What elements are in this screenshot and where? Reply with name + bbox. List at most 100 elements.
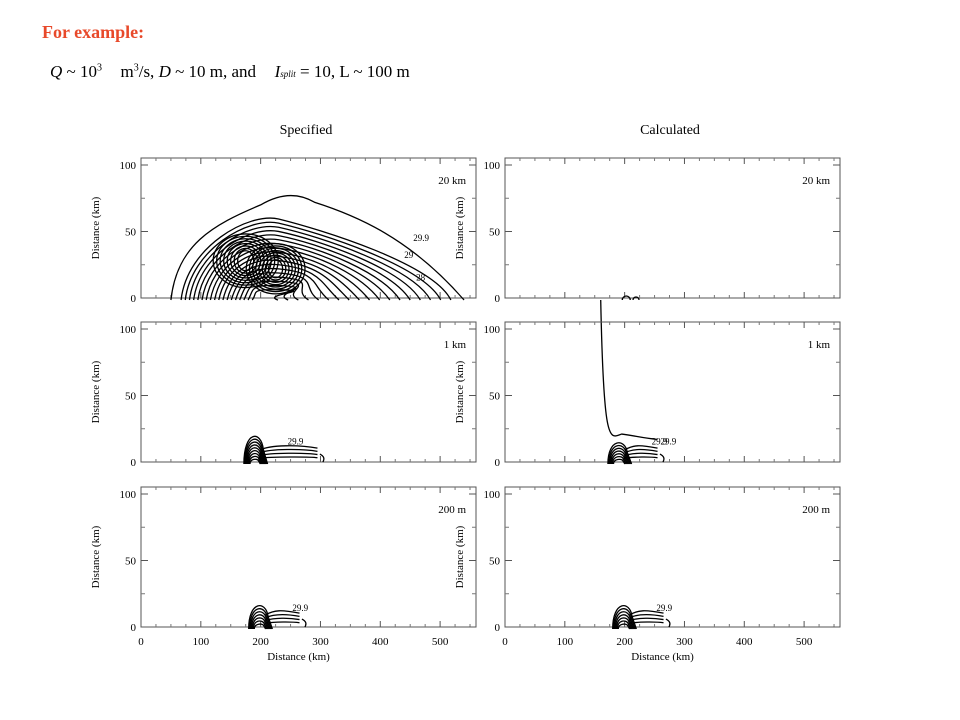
y-tick-label: 100 xyxy=(484,160,501,172)
contour-line xyxy=(248,245,303,293)
contour-line xyxy=(621,295,631,301)
contour-line xyxy=(192,230,421,301)
contour-line xyxy=(617,623,631,630)
contour-line xyxy=(611,455,627,465)
x-tick-label: 500 xyxy=(432,636,449,648)
panel-frame xyxy=(504,157,841,299)
length-scale: , L ~ 100 m xyxy=(330,62,410,81)
column-title-calculated: Calculated xyxy=(640,123,700,138)
contour-line xyxy=(610,450,629,465)
contour-line xyxy=(267,259,284,279)
contour-line xyxy=(659,453,665,463)
contour-line xyxy=(624,448,658,454)
contour-line xyxy=(260,456,318,459)
x-tick-label: 200 xyxy=(252,636,269,648)
x-tick-label: 300 xyxy=(312,636,329,648)
panel-1-0: 0 50 100 Distance (km) 1 km 29.9 xyxy=(90,321,477,469)
contour-line xyxy=(212,233,279,289)
x-axis-label: Distance (km) xyxy=(631,651,694,663)
contour-line xyxy=(301,618,307,628)
contour-line xyxy=(260,448,318,454)
contour-line xyxy=(249,611,271,630)
column-title-specified: Specified xyxy=(280,123,333,138)
contour-line xyxy=(249,458,261,465)
y-tick-label: 0 xyxy=(131,457,137,469)
contour-line xyxy=(612,608,636,630)
panel-frame xyxy=(140,321,477,463)
panel-1-1: 0 50 100 Distance (km) 1 km 29.9 xyxy=(454,321,841,469)
y-tick-label: 50 xyxy=(125,556,137,568)
q-units: m xyxy=(120,62,134,81)
contour-line xyxy=(243,280,300,301)
isplit-subscript: split xyxy=(280,69,296,79)
contour-line xyxy=(319,453,325,463)
isplit-relation: = 10 xyxy=(300,62,331,81)
contour-line xyxy=(260,445,318,451)
contour-line xyxy=(608,445,632,465)
panel-frame xyxy=(140,486,477,628)
isplit-symbol: I xyxy=(274,62,281,81)
x-tick-label: 100 xyxy=(557,636,574,648)
x-tick-label: 0 xyxy=(138,636,144,648)
contour-line xyxy=(629,610,664,616)
contour-line xyxy=(245,444,266,465)
contour-line xyxy=(248,608,272,630)
y-tick-label: 50 xyxy=(489,556,501,568)
page-heading: For example: xyxy=(42,22,145,42)
contour-line xyxy=(180,217,452,301)
parameter-formula: Q ~ 103 m3/s, D ~ 10 m, and Isplit = 10,… xyxy=(50,62,410,82)
contour-line xyxy=(247,450,264,465)
contour-line xyxy=(213,251,371,301)
q-base: 10 xyxy=(79,62,97,81)
panel-resolution-tag: 20 km xyxy=(802,175,830,187)
contour-group xyxy=(243,435,325,465)
contour-label: 29.9 xyxy=(413,233,429,243)
contour-line xyxy=(226,263,340,301)
contour-line xyxy=(258,252,293,286)
y-tick-label: 100 xyxy=(120,160,137,172)
y-tick-label: 50 xyxy=(489,391,501,403)
contour-line xyxy=(219,238,272,284)
panel-resolution-tag: 1 km xyxy=(808,339,831,351)
q-units-exponent: 3 xyxy=(133,62,139,74)
contour-line xyxy=(251,247,300,290)
panel-2-1: 0 50 100 Distance (km) 200 m 29.9 0 100 200 300 40… xyxy=(454,486,841,663)
contour-line xyxy=(612,458,626,465)
y-tick-label: 50 xyxy=(489,227,501,239)
contour-line xyxy=(624,452,658,457)
contour-label: 29.9 xyxy=(661,437,677,447)
contour-line xyxy=(252,620,268,630)
panel-frame xyxy=(504,486,841,628)
contour-line xyxy=(265,617,300,622)
y-tick-label: 0 xyxy=(131,293,137,305)
contour-line xyxy=(223,240,269,282)
contour-group xyxy=(170,194,465,301)
panel-resolution-tag: 200 m xyxy=(802,504,830,516)
contour-line xyxy=(251,617,269,630)
contour-line xyxy=(216,235,276,286)
contour-line xyxy=(629,621,664,624)
x-tick-label: 400 xyxy=(372,636,389,648)
contour-line xyxy=(253,623,267,630)
contour-group xyxy=(600,295,658,441)
y-tick-label: 0 xyxy=(131,622,137,634)
contour-label: 29.9 xyxy=(292,603,308,613)
y-axis-label: Distance (km) xyxy=(90,196,102,259)
contour-line xyxy=(615,617,633,630)
panel-resolution-tag: 200 m xyxy=(438,504,466,516)
y-tick-label: 50 xyxy=(125,227,137,239)
contour-group xyxy=(612,605,671,630)
contour-line xyxy=(629,613,664,619)
contour-line xyxy=(610,453,628,465)
y-tick-label: 100 xyxy=(484,324,501,336)
y-axis-label: Distance (km) xyxy=(454,196,466,259)
x-tick-label: 500 xyxy=(796,636,813,648)
y-axis-label: Distance (km) xyxy=(90,525,102,588)
q-units-tail: /s, xyxy=(138,62,155,81)
contour-line xyxy=(665,618,671,628)
y-axis-label: Distance (km) xyxy=(90,360,102,423)
y-axis-label: Distance (km) xyxy=(454,360,466,423)
contour-line xyxy=(260,452,318,457)
contour-label: 28 xyxy=(416,273,426,283)
